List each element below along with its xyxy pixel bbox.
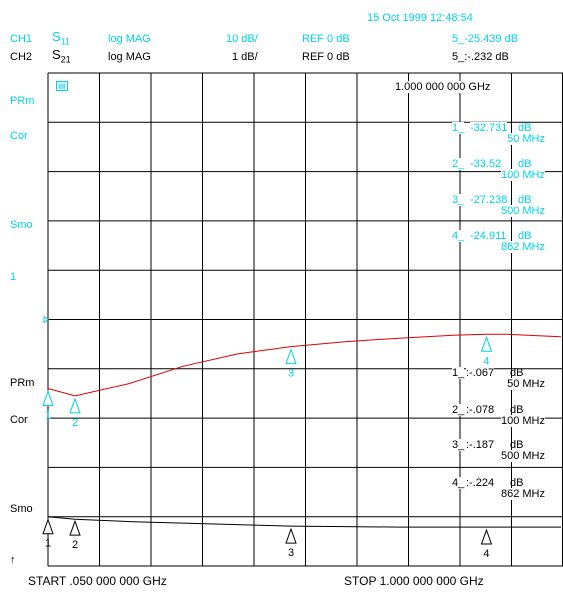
ch2-status-cor: Cor	[10, 414, 28, 426]
ch2-status-ref-marker: ↑	[10, 554, 16, 566]
ch2-marker-triangle	[285, 348, 297, 365]
marker-value: -27.238	[470, 194, 508, 206]
marker-freq: 50 MHz	[507, 133, 545, 145]
ch2-marker-label: 3	[288, 368, 294, 380]
ch2-label: CH2	[10, 51, 33, 63]
ch1-label: CH1	[10, 33, 33, 45]
ch2-scale: 1 dB/	[232, 51, 258, 63]
start-frequency: START .050 000 000 GHz	[28, 574, 167, 588]
marker-num: 3_	[452, 439, 465, 451]
ch2-marker-readout: 5_:-.232 dB	[452, 51, 509, 63]
ch1-status-ref-marker: 1	[10, 271, 17, 283]
marker-value: -32.731	[470, 122, 508, 134]
marker-num: 1_	[452, 122, 465, 134]
ch2-status-prm: PRm	[10, 377, 35, 389]
marker-freq: 862 MHz	[500, 488, 545, 500]
marker-value: :-.224	[466, 477, 495, 489]
ch2-marker-label: 1	[45, 410, 51, 422]
marker-unit: dB	[510, 477, 524, 489]
ch1-reference-arrow	[43, 315, 49, 324]
ch1-marker-readout: 5_-25.439 dB	[452, 33, 519, 45]
marker-freq: 500 MHz	[500, 205, 545, 217]
ch1-marker-label: 4	[483, 548, 489, 560]
marker-freq: 50 MHz	[507, 378, 545, 390]
marker-num: 4_	[452, 477, 465, 489]
marker-unit: dB	[518, 230, 532, 242]
ch1-marker-triangle	[285, 527, 297, 544]
ch2-markers: 1 2 3 4	[42, 335, 493, 429]
datetime: 15 Oct 1999 12:48:54	[367, 12, 473, 24]
ch1-marker-label: 1	[45, 538, 51, 550]
ch1-scale: 10 dB/	[226, 33, 258, 45]
marker-unit: dB	[510, 439, 524, 451]
marker-frequency-readout: 1.000 000 000 GHz	[393, 81, 493, 93]
ch2-marker-triangle	[69, 397, 81, 414]
marker-num: 2_	[452, 404, 465, 416]
marker-num: 1_	[452, 367, 465, 379]
ch2-param: S21	[52, 47, 71, 65]
ch1-marker-triangle	[42, 518, 54, 535]
marker-unit: dB	[510, 367, 524, 379]
ch2-format: log MAG	[108, 51, 151, 63]
marker-value: :-.187	[466, 439, 495, 451]
ch2-trace-group	[47, 333, 562, 397]
marker-value: :-.067	[466, 367, 495, 379]
marker-value: :-.078	[466, 404, 495, 416]
ch2-trace-line	[47, 333, 562, 397]
ch1-status-prm: PRm	[10, 95, 35, 107]
ch2-marker-triangle	[480, 335, 493, 352]
ch1-trace-group	[47, 516, 561, 528]
marker-unit: dB	[518, 158, 532, 170]
marker-num: 4_	[452, 230, 465, 242]
ch2-status-smo: Smo	[10, 503, 33, 515]
ch1-status-smo: Smo	[10, 219, 33, 231]
ch2-ref: REF 0 dB	[302, 51, 350, 63]
marker-freq: 500 MHz	[500, 450, 545, 462]
ch1-ref: REF 0 dB	[302, 33, 350, 45]
marker-freq: 862 MHz	[500, 241, 545, 253]
ch2-marker-triangle	[42, 390, 54, 407]
marker-value: -24.911	[470, 230, 507, 242]
stop-frequency: STOP 1.000 000 000 GHz	[344, 574, 484, 588]
ch1-status-cor: Cor	[10, 130, 28, 142]
marker-unit: dB	[510, 404, 524, 416]
marker-unit: dB	[518, 122, 532, 134]
ch1-marker-label: 3	[288, 547, 294, 559]
ch2-marker-label: 4	[483, 355, 489, 367]
marker-freq: 100 MHz	[500, 169, 545, 181]
marker-num: 2_	[452, 158, 465, 170]
ch1-trace-line	[47, 516, 561, 528]
marker-num: 3_	[452, 194, 465, 206]
ch1-param: S11	[52, 29, 71, 47]
ch1-marker-triangle	[69, 519, 81, 536]
marker-unit: dB	[518, 194, 532, 206]
ch1-marker-indicator: ▤	[56, 81, 68, 91]
ch1-format: log MAG	[108, 33, 151, 45]
ch2-marker-label: 2	[72, 417, 78, 429]
graticule	[47, 72, 563, 567]
marker-value: -33.52	[470, 158, 502, 170]
ch1-markers: 1 2 3 4	[42, 315, 493, 560]
marker-freq: 100 MHz	[500, 415, 545, 427]
ch1-marker-triangle	[480, 528, 493, 545]
ch1-marker-label: 2	[72, 539, 78, 551]
